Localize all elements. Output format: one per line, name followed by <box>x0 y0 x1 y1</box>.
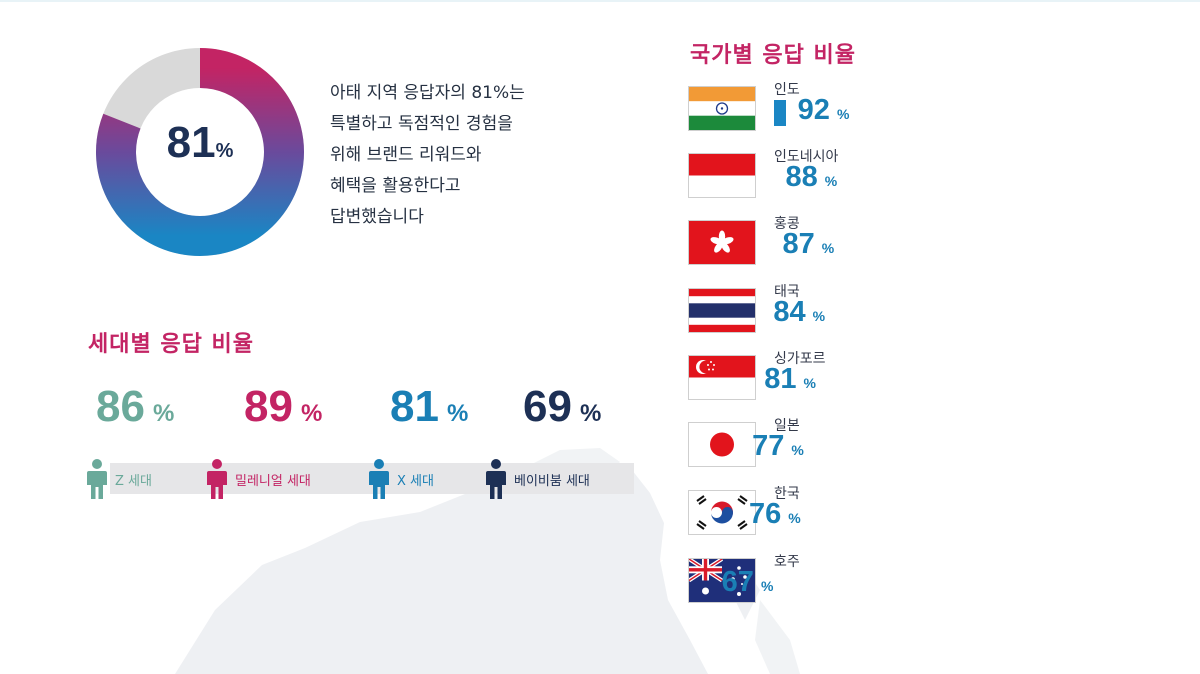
country-value-number: 76 <box>749 498 782 530</box>
country-value-unit: % <box>812 308 826 324</box>
generation-value-unit: % <box>300 400 323 427</box>
country-name: 태국 <box>774 284 800 300</box>
country-value: 87% <box>782 228 834 261</box>
country-bar <box>774 100 786 126</box>
generation-label: X 세대 <box>368 459 434 499</box>
generation-value-number: 69 <box>523 382 572 431</box>
country-value: 88% <box>786 161 838 194</box>
country-name: 한국 <box>774 486 800 502</box>
generation-value-number: 86 <box>96 382 145 431</box>
country-value: 77% <box>752 430 804 463</box>
country-value: 92% <box>798 94 850 127</box>
generation-value-number: 81 <box>390 382 439 431</box>
generation-title: 세대별 응답 비율 <box>88 332 254 357</box>
generation-item: 86% Z 세대 <box>87 382 266 499</box>
generation-item: 89% 밀레니얼 세대 <box>207 382 414 499</box>
country-value: 76% <box>749 498 801 531</box>
country-value-number: 84 <box>773 296 806 328</box>
donut-number: 81 <box>166 118 216 167</box>
country-value-number: 81 <box>764 363 797 395</box>
generation-label: Z 세대 <box>86 459 152 499</box>
country-value-unit: % <box>824 173 838 189</box>
country-name: 인도네시아 <box>774 149 839 165</box>
country-value-unit: % <box>821 240 835 256</box>
japan-flag-icon <box>688 422 756 467</box>
thailand-flag-icon <box>688 288 756 333</box>
country-name: 호주 <box>774 554 800 570</box>
country-name: 싱가포르 <box>774 351 826 367</box>
generation-label: 베이비붐 세대 <box>485 459 590 499</box>
country-value: 84% <box>773 296 825 329</box>
person-icon <box>207 459 227 499</box>
country-row: 싱가포르 81% <box>688 351 1188 411</box>
generation-label-text: 베이비붐 세대 <box>514 473 590 489</box>
donut-center-value: 81% <box>94 118 306 168</box>
generation-label-text: 밀레니얼 세대 <box>235 473 311 489</box>
country-value: 81% <box>764 363 816 396</box>
generation-value: 86% <box>96 382 266 432</box>
summary-line: 답변했습니다 <box>330 207 424 227</box>
person-icon <box>87 459 107 499</box>
korea-flag-icon <box>688 490 756 535</box>
top-rule <box>0 0 1200 2</box>
indonesia-flag-icon <box>688 153 756 198</box>
summary-text: 아태 지역 응답자의 81%는 특별하고 독점적인 경험을 위해 브랜드 리워드… <box>330 78 580 233</box>
country-name: 일본 <box>774 418 800 434</box>
donut-unit: % <box>215 140 234 162</box>
country-name: 인도 <box>774 82 800 98</box>
generation-value-unit: % <box>446 400 469 427</box>
generation-value: 69% <box>523 382 693 432</box>
country-row: 홍콩 87% <box>688 216 1188 276</box>
generation-value: 89% <box>244 382 414 432</box>
country-value-number: 87 <box>782 228 815 260</box>
country-row: 한국 76% <box>688 486 1188 546</box>
summary-line: 위해 브랜드 리워드와 <box>330 145 482 165</box>
person-icon <box>486 459 506 499</box>
generation-value-number: 89 <box>244 382 293 431</box>
generation-item: 69% 베이비붐 세대 <box>486 382 693 499</box>
generation-label-text: Z 세대 <box>115 473 152 489</box>
generation-label: 밀레니얼 세대 <box>206 459 311 499</box>
summary-line: 아태 지역 응답자의 81%는 <box>330 83 525 103</box>
india-flag-icon <box>688 86 756 131</box>
generation-label-text: X 세대 <box>397 473 434 489</box>
donut-value-arc <box>96 48 304 256</box>
country-value: 67% <box>722 566 774 599</box>
singapore-flag-icon <box>688 355 756 400</box>
country-value-number: 88 <box>785 161 818 193</box>
country-row: 호주 67% <box>688 554 1188 614</box>
generation-value-unit: % <box>152 400 175 427</box>
summary-line: 혜택을 활용한다고 <box>330 176 461 196</box>
person-icon <box>369 459 389 499</box>
country-row: 태국 84% <box>688 284 1188 344</box>
country-title: 국가별 응답 비율 <box>690 43 856 68</box>
generation-item: 81% X 세대 <box>369 382 560 499</box>
country-value-unit: % <box>788 510 801 526</box>
australia-flag-icon <box>688 558 756 603</box>
country-value-number: 77 <box>752 430 785 462</box>
country-value-unit: % <box>803 375 816 391</box>
donut-chart <box>96 48 304 256</box>
generation-value: 81% <box>390 382 560 432</box>
country-value-unit: % <box>760 578 774 594</box>
country-value-number: 67 <box>721 566 754 598</box>
summary-line: 특별하고 독점적인 경험을 <box>330 114 513 134</box>
hong-kong-flag-icon <box>688 220 756 265</box>
country-value-unit: % <box>791 442 804 458</box>
country-value-unit: % <box>836 106 850 122</box>
country-row: 인도네시아 88% <box>688 149 1188 209</box>
country-row: 일본 77% <box>688 418 1188 478</box>
country-value-number: 92 <box>797 94 830 126</box>
country-row: 인도 92% <box>688 82 1188 142</box>
generation-value-unit: % <box>579 400 602 427</box>
country-name: 홍콩 <box>774 216 800 232</box>
